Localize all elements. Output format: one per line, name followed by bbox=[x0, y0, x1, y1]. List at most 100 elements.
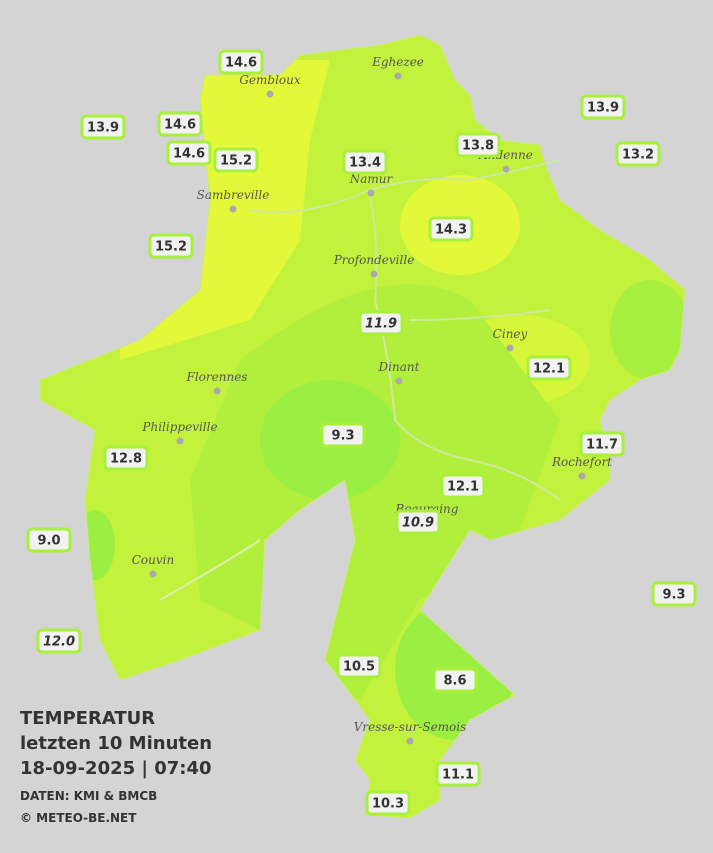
station-value: 10.5 bbox=[343, 660, 375, 675]
city-dot bbox=[176, 437, 184, 445]
station-box bbox=[440, 473, 486, 499]
city-label: Profondeville bbox=[333, 253, 415, 267]
city-dot bbox=[149, 570, 157, 578]
city-dot bbox=[367, 189, 375, 197]
station-box bbox=[432, 667, 478, 693]
station: 10.3 bbox=[365, 790, 411, 816]
station: 12.1 bbox=[526, 355, 572, 381]
station-value: 13.9 bbox=[87, 121, 119, 136]
legend: TEMPERATUR letzten 10 Minuten 18-09-2025… bbox=[20, 708, 212, 825]
timestamp: 18-09-2025 | 07:40 bbox=[20, 758, 212, 779]
station-value: 11.1 bbox=[442, 768, 474, 783]
rivers bbox=[249, 159, 561, 501]
station: 9.3 bbox=[320, 422, 366, 448]
city-dot bbox=[406, 737, 414, 745]
city-dot bbox=[370, 270, 378, 278]
station-box bbox=[26, 527, 72, 553]
city-dot bbox=[213, 387, 221, 395]
station: 12.8 bbox=[103, 445, 149, 471]
station-box bbox=[80, 114, 126, 140]
station-box bbox=[342, 149, 388, 175]
station-box bbox=[615, 141, 661, 167]
station: 12.0 bbox=[36, 628, 82, 654]
station-box bbox=[103, 445, 149, 471]
station: 12.1 bbox=[440, 473, 486, 499]
station-value: 15.2 bbox=[155, 240, 187, 255]
city-dot bbox=[506, 344, 514, 352]
city-label: Florennes bbox=[186, 370, 248, 384]
station-box bbox=[365, 790, 411, 816]
station: 13.9 bbox=[580, 94, 626, 120]
city-label: Gembloux bbox=[239, 73, 301, 87]
station-value: 11.7 bbox=[586, 438, 618, 453]
station: 14.6 bbox=[157, 111, 203, 137]
station-value: 13.9 bbox=[587, 101, 619, 116]
city-dot bbox=[266, 90, 274, 98]
station-value: 9.3 bbox=[331, 429, 354, 444]
city-dot bbox=[394, 72, 402, 80]
station: 13.4 bbox=[342, 149, 388, 175]
station-value: 14.6 bbox=[164, 118, 196, 133]
station-value: 12.8 bbox=[110, 452, 142, 467]
station: 10.5 bbox=[336, 653, 382, 679]
station-value: 13.4 bbox=[349, 156, 381, 171]
station-value: 12.1 bbox=[533, 362, 565, 377]
station-value: 9.3 bbox=[662, 588, 685, 603]
copyright: © METEO-BE.NET bbox=[20, 811, 137, 825]
station: 13.2 bbox=[615, 141, 661, 167]
station: 14.3 bbox=[428, 216, 474, 242]
title: TEMPERATUR bbox=[20, 708, 155, 729]
city-label: Ciney bbox=[493, 327, 528, 341]
station-box bbox=[435, 761, 481, 787]
station-value: 14.6 bbox=[225, 56, 257, 71]
subtitle: letzten 10 Minuten bbox=[20, 733, 212, 754]
station-value: 13.8 bbox=[462, 139, 494, 154]
station: 13.8 bbox=[455, 132, 501, 158]
station-value: 8.6 bbox=[443, 674, 466, 689]
station: 15.2 bbox=[213, 147, 259, 173]
station: 8.6 bbox=[432, 667, 478, 693]
city-label: Vresse-sur-Semois bbox=[354, 720, 467, 734]
city-label: Sambreville bbox=[197, 188, 270, 202]
city-label: Philippeville bbox=[141, 420, 217, 434]
station-box bbox=[395, 509, 441, 535]
city-dot bbox=[229, 205, 237, 213]
station: 14.6 bbox=[218, 49, 264, 75]
station: 11.1 bbox=[435, 761, 481, 787]
station-value: 13.2 bbox=[622, 148, 654, 163]
station: 9.3 bbox=[651, 581, 697, 607]
source: DATEN: KMI & BMCB bbox=[20, 789, 157, 803]
city-label: Namur bbox=[349, 172, 394, 186]
station: 10.9 bbox=[395, 509, 441, 535]
station-value: 14.3 bbox=[435, 223, 467, 238]
station-box bbox=[651, 581, 697, 607]
station-box bbox=[213, 147, 259, 173]
city-dot bbox=[578, 472, 586, 480]
station-value: 11.9 bbox=[365, 317, 397, 332]
station-box bbox=[526, 355, 572, 381]
station-value: 10.3 bbox=[372, 797, 404, 812]
station-value: 10.9 bbox=[402, 516, 434, 531]
station-value: 14.6 bbox=[173, 147, 205, 162]
station: 11.7 bbox=[579, 431, 625, 457]
station-box bbox=[218, 49, 264, 75]
station: 13.9 bbox=[80, 114, 126, 140]
station-box bbox=[455, 132, 501, 158]
city-dot bbox=[395, 377, 403, 385]
station: 11.9 bbox=[358, 310, 404, 336]
city-label: Eghezee bbox=[371, 55, 424, 69]
province-border bbox=[39, 34, 686, 819]
station-box bbox=[148, 233, 194, 259]
station-box bbox=[320, 422, 366, 448]
city-label: Couvin bbox=[132, 553, 174, 567]
city-dot bbox=[502, 165, 510, 173]
station-box bbox=[36, 628, 82, 654]
station-value: 15.2 bbox=[220, 154, 252, 169]
station-value: 12.0 bbox=[43, 635, 75, 650]
station-value: 9.0 bbox=[37, 534, 60, 549]
station: 9.0 bbox=[26, 527, 72, 553]
station-box bbox=[157, 111, 203, 137]
station-box bbox=[166, 140, 212, 166]
